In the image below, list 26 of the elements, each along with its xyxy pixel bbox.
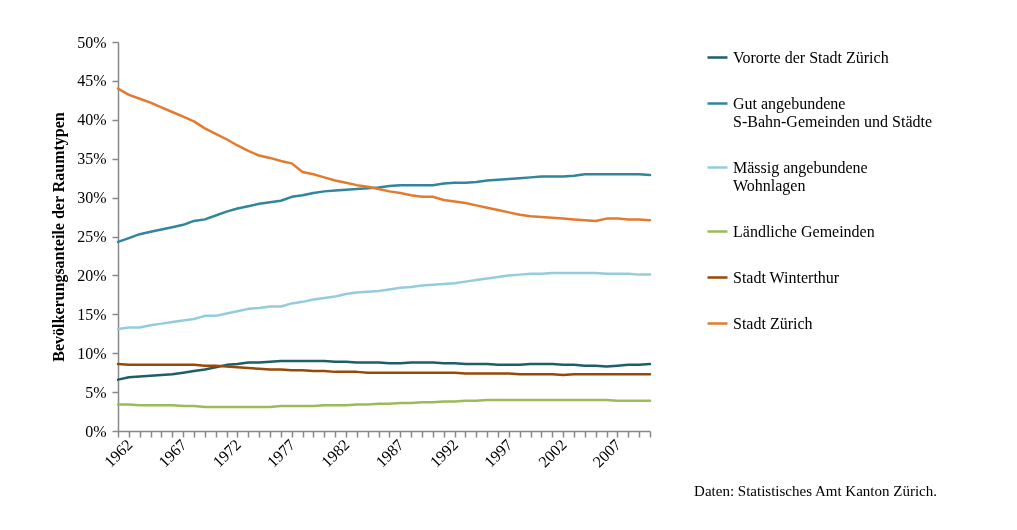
y-axis-title: Bevölkerungsanteile der Raumtypen: [50, 112, 69, 362]
x-tick-label: 1982: [317, 435, 353, 471]
line-series: [116, 398, 652, 409]
legend-label: Mässig angebundene Wohnlagen: [733, 158, 868, 195]
y-tick-label: 10%: [77, 344, 107, 362]
y-tick-label: 35%: [77, 150, 107, 168]
legend-label: Vororte der Stadt Zürich: [733, 48, 889, 66]
y-tick-label: 45%: [77, 72, 107, 90]
line-series: [116, 271, 652, 331]
legend-label: Gut angebundene S-Bahn-Gemeinden und Städte: [733, 94, 933, 130]
line-series: [116, 173, 652, 244]
y-tick-label: 15%: [77, 305, 107, 323]
legend-label: Stadt Winterthur: [733, 268, 840, 286]
legend-label: Ländliche Gemeinden: [733, 222, 875, 240]
text: Daten: Statistisches Amt Kanton Zürich.: [694, 482, 937, 499]
legend-label: Stadt Zürich: [733, 314, 813, 332]
x-tick-label: 1972: [209, 435, 245, 471]
y-tick-label: 5%: [85, 383, 107, 401]
y-tick-label: 20%: [77, 266, 107, 284]
line-series: [116, 87, 652, 223]
x-tick-label: 1992: [426, 435, 462, 471]
y-tick-label: 50%: [77, 33, 107, 51]
y-tick-label: 40%: [77, 111, 107, 129]
y-tick-label: 0%: [85, 422, 107, 440]
y-tick-label: 25%: [77, 228, 107, 245]
y-tick-label: 30%: [77, 189, 107, 207]
